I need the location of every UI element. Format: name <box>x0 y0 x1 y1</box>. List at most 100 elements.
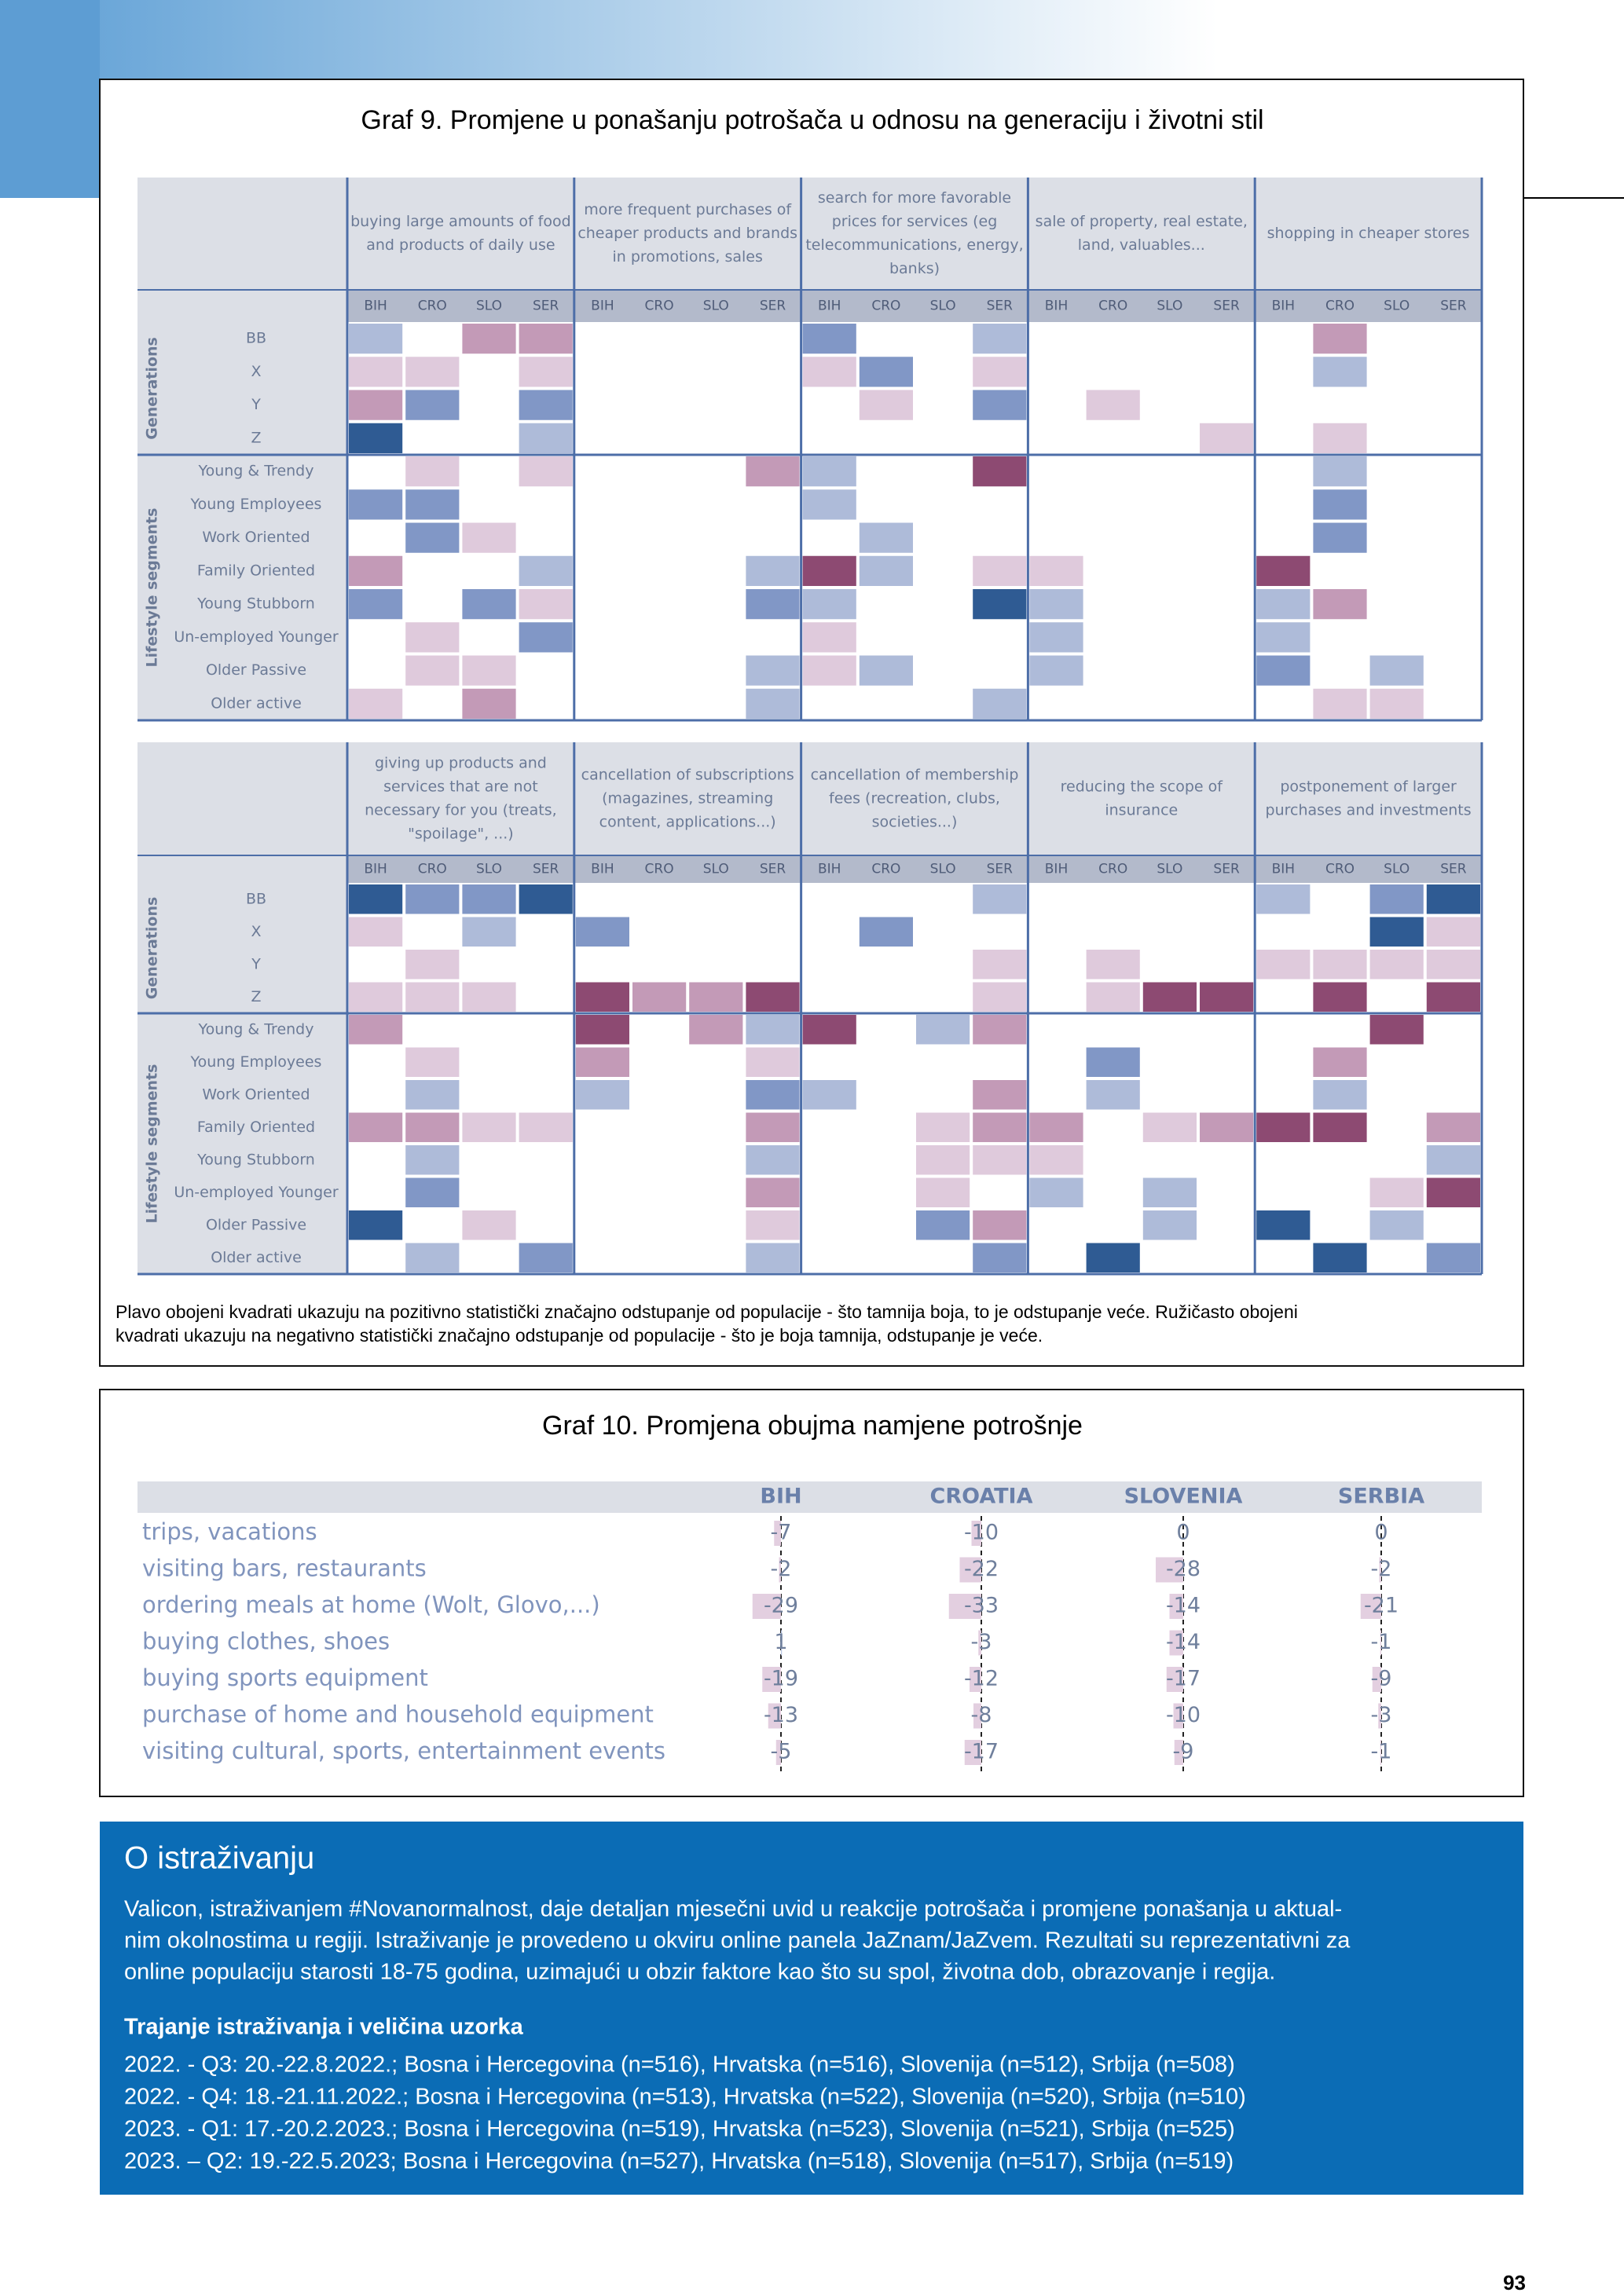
column-header: necessary for you (treats, <box>365 802 557 819</box>
column-header: cancellation of membership <box>811 767 1019 784</box>
country-label: BIH <box>364 298 387 314</box>
heat-cell <box>1313 1080 1367 1110</box>
heat-cell <box>1369 1177 1424 1207</box>
heat-cell <box>973 1112 1027 1142</box>
heat-cell <box>1313 522 1367 553</box>
heat-cell <box>973 1145 1027 1175</box>
value-label: 0 <box>1374 1521 1388 1545</box>
heat-cell <box>462 655 516 686</box>
heat-cell <box>462 589 516 620</box>
panel-cells-bg <box>347 322 1482 720</box>
country-label: SER <box>760 298 786 314</box>
value-label: -3 <box>1371 1703 1392 1727</box>
heat-cell <box>1142 1210 1197 1240</box>
value-bar <box>978 1630 981 1656</box>
column-header: shopping in cheaper stores <box>1267 225 1470 242</box>
value-bar <box>775 1740 781 1765</box>
column-header: societies...) <box>872 814 958 831</box>
heat-cell <box>519 555 573 586</box>
value-label: -10 <box>1166 1703 1201 1727</box>
heat-cell <box>1369 917 1424 947</box>
heat-cell <box>1256 1210 1311 1240</box>
column-header: more frequent purchases of <box>584 201 792 218</box>
column-header: BIH <box>760 1485 801 1509</box>
value-bar <box>762 1667 781 1692</box>
country-label: SER <box>987 862 1014 877</box>
heat-cell <box>746 688 800 719</box>
value-bar <box>1378 1703 1381 1729</box>
row-label: Young Stubborn <box>196 1151 315 1168</box>
heat-cell <box>973 390 1027 420</box>
row-label: BB <box>246 330 266 347</box>
header-strip <box>0 0 100 198</box>
heat-cell <box>519 622 573 653</box>
heat-cell <box>746 1177 800 1207</box>
heat-cell <box>1313 456 1367 487</box>
heat-cell <box>349 1015 403 1045</box>
country-label: BIH <box>818 862 841 877</box>
graf10-box <box>99 1389 1524 1797</box>
heat-cell <box>349 589 403 620</box>
row-label: Family Oriented <box>197 1119 315 1136</box>
value-bar <box>964 1740 981 1765</box>
heat-cell <box>349 357 403 387</box>
row-label: purchase of home and household equipment <box>142 1701 654 1728</box>
country-label: SLO <box>703 862 729 877</box>
row-label: Young & Trendy <box>198 1020 314 1038</box>
heat-cell <box>1029 1177 1083 1207</box>
heat-cell <box>462 688 516 719</box>
column-header: and products of daily use <box>366 236 555 254</box>
heat-cell <box>1142 1112 1197 1142</box>
column-header: CROATIA <box>930 1485 1033 1509</box>
row-label: visiting bars, restaurants <box>142 1555 427 1582</box>
heat-cell <box>405 655 460 686</box>
heat-cell <box>802 489 856 520</box>
value-label: -5 <box>771 1740 792 1764</box>
country-row <box>347 290 1482 322</box>
heat-cell <box>349 489 403 520</box>
column-header: SERBIA <box>1338 1485 1424 1509</box>
table-header-bg <box>137 1481 1482 1513</box>
heat-cell <box>746 589 800 620</box>
heat-cell <box>746 555 800 586</box>
heat-cell <box>1256 622 1311 653</box>
country-label: CRO <box>1098 862 1127 877</box>
heat-cell <box>575 982 629 1012</box>
value-bar <box>959 1557 981 1583</box>
panel-cells-bg <box>347 883 1482 1274</box>
heat-cell <box>1369 884 1424 914</box>
heat-cell <box>973 982 1027 1012</box>
heat-cell <box>746 655 800 686</box>
column-header: cheaper products and brands <box>577 225 797 242</box>
heat-cell <box>1086 1047 1140 1077</box>
heat-cell <box>405 1112 460 1142</box>
heat-cell <box>519 423 573 453</box>
column-header: search for more favorable <box>818 189 1011 207</box>
value-label: -1 <box>1371 1630 1392 1654</box>
heat-cell <box>1426 917 1480 947</box>
row-label: Older active <box>211 694 302 712</box>
column-header: postponement of larger <box>1280 778 1457 796</box>
heat-cell <box>916 1145 970 1175</box>
value-label: -17 <box>964 1740 999 1764</box>
country-label: SLO <box>930 862 956 877</box>
row-label: X <box>251 363 261 380</box>
heat-cell <box>802 324 856 354</box>
value-bar <box>1173 1703 1183 1729</box>
row-label: ordering meals at home (Wolt, Glovo,...) <box>142 1591 600 1618</box>
country-label: BIH <box>1272 862 1295 877</box>
heat-cell <box>405 1047 460 1077</box>
heat-cell <box>802 456 856 487</box>
column-header: insurance <box>1105 802 1178 819</box>
note-line: kvadrati ukazuju na negativno statističk… <box>115 1325 1043 1346</box>
value-label: -1 <box>1371 1740 1392 1764</box>
row-label: Older Passive <box>206 661 306 679</box>
heat-cell <box>1256 655 1311 686</box>
heat-cell <box>1313 688 1367 719</box>
heat-cell <box>1200 423 1254 453</box>
heat-cell <box>405 884 460 914</box>
heat-cell <box>1313 950 1367 980</box>
row-label: Young Employees <box>190 496 322 513</box>
heat-cell <box>349 423 403 453</box>
